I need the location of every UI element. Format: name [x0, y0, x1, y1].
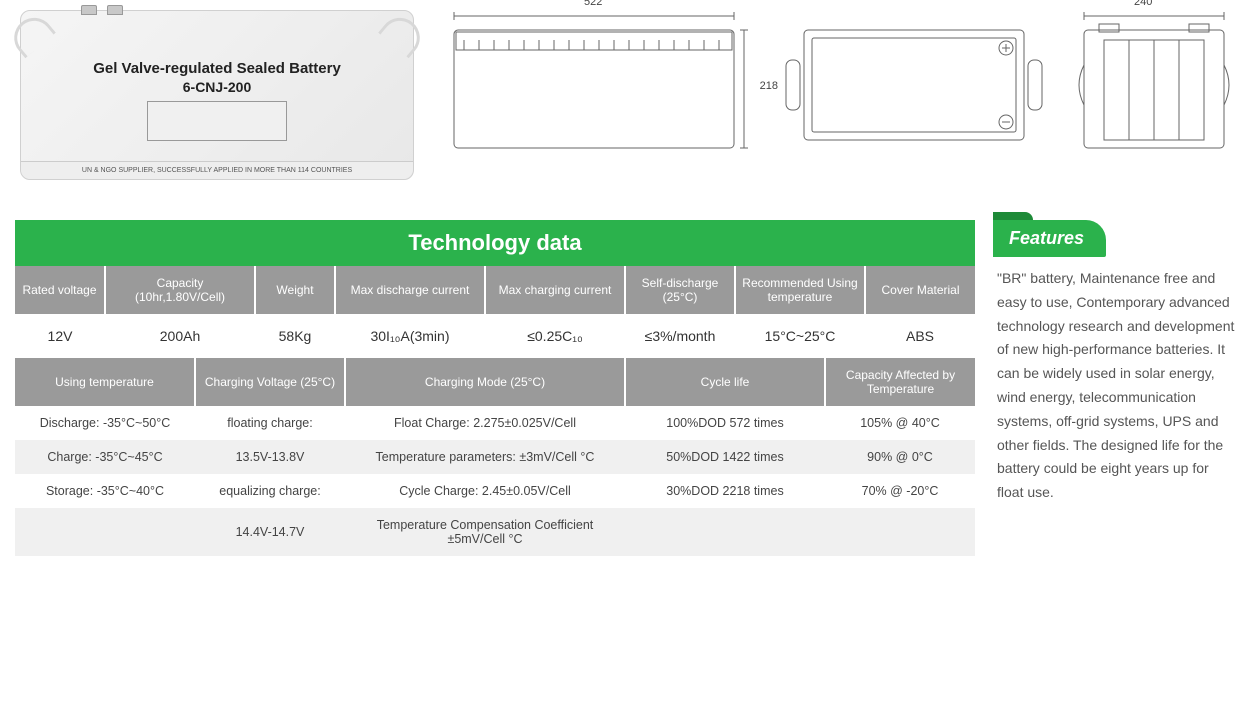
table-row: Charge: -35°C~45°C 13.5V-13.8V Temperatu… [15, 440, 975, 474]
th: Charging Mode (25°C) [345, 358, 625, 406]
table-header-row: Rated voltage Capacity (10hr,1.80V/Cell)… [15, 266, 975, 314]
td: floating charge: [195, 406, 345, 440]
features-panel: Features "BR" battery, Maintenance free … [993, 220, 1239, 556]
technical-drawings: 522 218 [444, 10, 1234, 160]
th: Cover Material [865, 266, 975, 314]
dim-depth: 240 [1134, 0, 1152, 8]
th: Capacity Affected by Temperature [825, 358, 975, 406]
dim-width: 522 [584, 0, 602, 8]
technology-data-title: Technology data [15, 220, 975, 266]
drawing-top [784, 10, 1044, 160]
td: 100%DOD 572 times [625, 406, 825, 440]
td: 50%DOD 1422 times [625, 440, 825, 474]
td [825, 508, 975, 556]
td: 13.5V-13.8V [195, 440, 345, 474]
td: Discharge: -35°C~50°C [15, 406, 195, 440]
td: 70% @ -20°C [825, 474, 975, 508]
td: Charge: -35°C~45°C [15, 440, 195, 474]
td: 58Kg [255, 314, 335, 358]
product-footer: UN & NGO SUPPLIER, SUCCESSFULLY APPLIED … [21, 161, 413, 179]
features-title: Features [993, 220, 1106, 257]
td: 105% @ 40°C [825, 406, 975, 440]
table-header-row: Using temperature Charging Voltage (25°C… [15, 358, 975, 406]
td: 90% @ 0°C [825, 440, 975, 474]
td: equalizing charge: [195, 474, 345, 508]
td: Temperature parameters: ±3mV/Cell °C [345, 440, 625, 474]
th: Charging Voltage (25°C) [195, 358, 345, 406]
product-model: 6-CNJ-200 [183, 79, 251, 95]
th: Weight [255, 266, 335, 314]
td [625, 508, 825, 556]
th: Recommended Using temperature [735, 266, 865, 314]
drawing-front: 522 218 [444, 10, 754, 160]
td: 14.4V-14.7V [195, 508, 345, 556]
td: 30%DOD 2218 times [625, 474, 825, 508]
td [15, 508, 195, 556]
th: Using temperature [15, 358, 195, 406]
top-row: Gel Valve-regulated Sealed Battery 6-CNJ… [0, 0, 1254, 220]
dim-height: 218 [760, 80, 778, 92]
product-photo: Gel Valve-regulated Sealed Battery 6-CNJ… [20, 10, 414, 180]
table-row: Storage: -35°C~40°C equalizing charge: C… [15, 474, 975, 508]
th: Max discharge current [335, 266, 485, 314]
td: Cycle Charge: 2.45±0.05V/Cell [345, 474, 625, 508]
spec-table-1: Rated voltage Capacity (10hr,1.80V/Cell)… [15, 266, 975, 358]
th: Max charging current [485, 266, 625, 314]
th: Cycle life [625, 358, 825, 406]
td: Float Charge: 2.275±0.025V/Cell [345, 406, 625, 440]
th: Capacity (10hr,1.80V/Cell) [105, 266, 255, 314]
table-row: 14.4V-14.7V Temperature Compensation Coe… [15, 508, 975, 556]
td: 200Ah [105, 314, 255, 358]
table-row: 12V 200Ah 58Kg 30I₁₀A(3min) ≤0.25C₁₀ ≤3%… [15, 314, 975, 358]
spec-table-2: Using temperature Charging Voltage (25°C… [15, 358, 975, 556]
table-row: Discharge: -35°C~50°C floating charge: F… [15, 406, 975, 440]
th: Rated voltage [15, 266, 105, 314]
td: ≤3%/month [625, 314, 735, 358]
td: 30I₁₀A(3min) [335, 314, 485, 358]
bottom-section: Technology data Rated voltage Capacity (… [0, 220, 1254, 556]
td: 12V [15, 314, 105, 358]
td: Temperature Compensation Coefficient ±5m… [345, 508, 625, 556]
drawing-side: 240 [1074, 10, 1234, 160]
td: Storage: -35°C~40°C [15, 474, 195, 508]
features-body: "BR" battery, Maintenance free and easy … [993, 257, 1239, 505]
product-title: Gel Valve-regulated Sealed Battery [93, 60, 341, 77]
td: ABS [865, 314, 975, 358]
th: Self-discharge (25°C) [625, 266, 735, 314]
td: ≤0.25C₁₀ [485, 314, 625, 358]
td: 15°C~25°C [735, 314, 865, 358]
technology-data-panel: Technology data Rated voltage Capacity (… [15, 220, 975, 556]
